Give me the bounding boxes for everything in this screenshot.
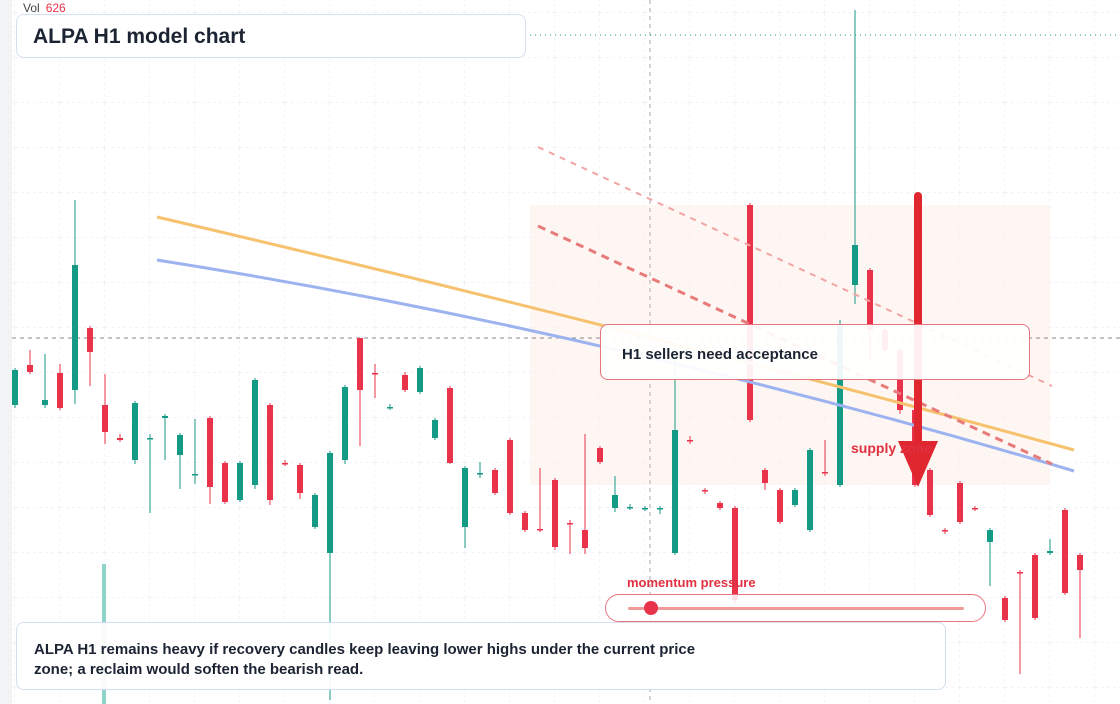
candle-body <box>12 370 18 405</box>
candle-body <box>582 530 588 548</box>
candle-body <box>117 438 123 440</box>
candle-body <box>822 472 828 474</box>
candle-body <box>342 387 348 460</box>
momentum-slider <box>605 594 986 622</box>
candle-body <box>327 453 333 553</box>
candle-body <box>1077 555 1083 570</box>
candle-body <box>777 490 783 522</box>
candle-body <box>357 338 363 390</box>
candle-body <box>207 418 213 487</box>
candle-body <box>672 430 678 553</box>
candle-body <box>282 463 288 465</box>
candle-body <box>267 405 273 500</box>
candle-body <box>807 450 813 530</box>
candle-body <box>87 328 93 352</box>
candle-body <box>717 503 723 508</box>
momentum-label: momentum pressure <box>627 575 756 590</box>
volume-readout: Vol 626 <box>23 1 66 15</box>
candle-body <box>1002 598 1008 620</box>
candle-body <box>762 470 768 483</box>
candle-body <box>102 405 108 432</box>
volume-value: 626 <box>45 1 66 15</box>
candle-body <box>132 403 138 460</box>
candle-body <box>897 350 903 410</box>
candle-body <box>252 380 258 485</box>
candle-body <box>612 495 618 508</box>
callout-box: H1 sellers need acceptance <box>600 324 1030 380</box>
candle-body <box>522 513 528 530</box>
candle-body <box>702 490 708 492</box>
candle-body <box>747 205 753 420</box>
left-edge <box>0 0 12 704</box>
candle-body <box>312 495 318 527</box>
candle-body <box>387 407 393 409</box>
candle-body <box>477 473 483 475</box>
candle-body <box>642 508 648 510</box>
candle-body <box>987 530 993 542</box>
chart-title: ALPA H1 model chart <box>33 25 246 48</box>
volume-label: Vol <box>23 1 40 15</box>
candle-body <box>1062 510 1068 593</box>
candle-body <box>867 270 873 330</box>
arrow-head <box>898 441 938 487</box>
candle-body <box>447 388 453 463</box>
candle-body <box>192 474 198 476</box>
candle-body <box>627 507 633 509</box>
candle-body <box>27 365 33 372</box>
candle-body <box>42 400 48 405</box>
candle-body <box>57 373 63 408</box>
candle-body <box>402 375 408 390</box>
candle-body <box>1032 555 1038 618</box>
candle-body <box>72 265 78 390</box>
slider-knob <box>644 601 658 615</box>
candle-body <box>177 435 183 455</box>
candle-body <box>597 448 603 462</box>
candle-body <box>552 480 558 547</box>
candle-body <box>162 416 168 418</box>
candle-body <box>687 440 693 442</box>
summary-box: ALPA H1 remains heavy if recovery candle… <box>16 622 946 690</box>
candle-body <box>372 373 378 375</box>
candle-body <box>972 508 978 510</box>
candle-body <box>1047 551 1053 553</box>
candle-body <box>147 438 153 440</box>
candle-body <box>957 483 963 522</box>
candle-body <box>657 508 663 510</box>
candle-body <box>1017 572 1023 574</box>
candle-body <box>927 470 933 515</box>
candle-body <box>567 523 573 525</box>
candle-body <box>732 508 738 600</box>
candle-body <box>792 490 798 505</box>
candle-body <box>942 530 948 532</box>
candle-body <box>222 463 228 502</box>
candle-body <box>417 368 423 392</box>
title-box: ALPA H1 model chart <box>16 14 526 58</box>
candle-body <box>432 420 438 438</box>
candle-body <box>852 245 858 285</box>
summary-text: ALPA H1 remains heavy if recovery candle… <box>34 641 696 678</box>
candle-body <box>492 470 498 493</box>
candle-body <box>297 465 303 493</box>
callout-text: H1 sellers need acceptance <box>622 346 818 363</box>
candle-body <box>237 463 243 500</box>
slider-track <box>628 607 964 610</box>
supply-label: supply zone <box>851 440 932 456</box>
candle-body <box>462 468 468 527</box>
candle-body <box>537 529 543 531</box>
candle-body <box>507 440 513 513</box>
